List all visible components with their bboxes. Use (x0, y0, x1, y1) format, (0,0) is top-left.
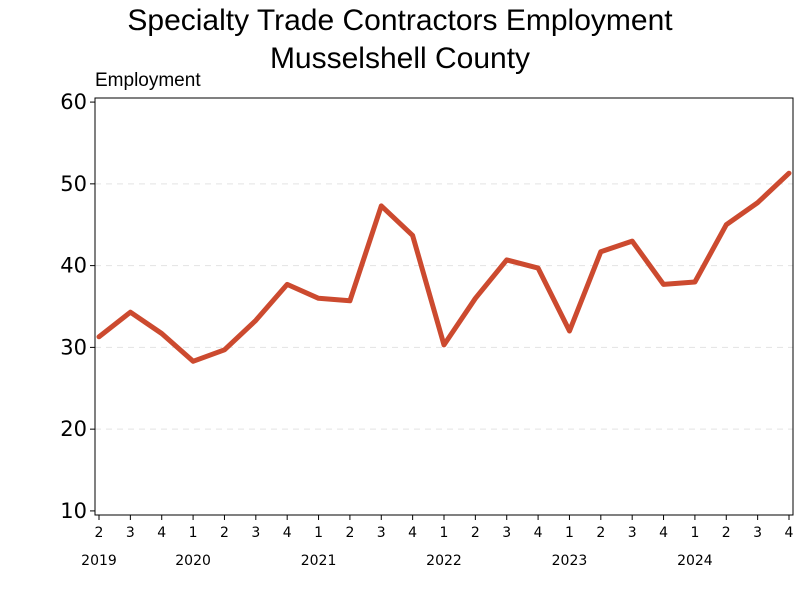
data-point (191, 359, 195, 363)
data-point (599, 250, 603, 254)
series-layer (96, 170, 792, 364)
x-tick-label: 2 (95, 525, 104, 541)
x-tick-label: 1 (690, 525, 699, 541)
data-point (693, 280, 697, 284)
data-point (348, 299, 352, 303)
chart-title-line-1: Specialty Trade Contractors Employment (127, 4, 673, 37)
year-label: 2023 (552, 553, 588, 569)
data-point (473, 296, 477, 300)
y-tick-label: 50 (60, 172, 87, 196)
x-tick-label: 4 (408, 525, 417, 541)
x-tick-label: 2 (345, 525, 354, 541)
data-point (97, 335, 101, 339)
x-tick-label: 4 (785, 525, 794, 541)
data-point (128, 310, 132, 314)
year-label: 2022 (426, 553, 462, 569)
data-point (317, 296, 321, 300)
y-tick-label: 40 (60, 254, 87, 278)
data-point (567, 329, 571, 333)
x-tick-label: 4 (659, 525, 668, 541)
data-point (379, 204, 383, 208)
grid-lines (95, 183, 793, 430)
year-label: 2021 (301, 553, 337, 569)
y-axis: 10 20 30 40 50 60 (60, 90, 95, 523)
data-point (536, 266, 540, 270)
x-tick-label: 3 (502, 525, 511, 541)
x-tick-label: 1 (440, 525, 449, 541)
data-point (505, 258, 509, 262)
x-tick-label: 2 (596, 525, 605, 541)
data-point (442, 343, 446, 347)
x-tick-label: 2 (220, 525, 229, 541)
y-tick-label: 20 (60, 417, 87, 441)
x-tick-label: 3 (628, 525, 637, 541)
chart-title-line-2: Musselshell County (270, 42, 530, 75)
data-point (160, 331, 164, 335)
x-tick-label: 1 (189, 525, 198, 541)
data-point (630, 239, 634, 243)
x-axis: 2 3 4 1 2 3 4 1 2 3 4 1 2 3 4 1 2 3 4 1 2 3 4 (95, 515, 794, 541)
data-point (756, 201, 760, 205)
y-axis-label: Employment (95, 70, 201, 91)
x-tick-label: 3 (377, 525, 386, 541)
x-tick-label: 4 (534, 525, 543, 541)
x-tick-label: 3 (126, 525, 135, 541)
data-point (662, 282, 666, 286)
x-tick-label: 1 (565, 525, 574, 541)
y-tick-label: 60 (60, 90, 87, 114)
y-tick-label: 30 (60, 335, 87, 359)
data-point (285, 282, 289, 286)
x-tick-label: 3 (251, 525, 260, 541)
data-point (787, 171, 791, 175)
y-tick-label: 10 (60, 499, 87, 523)
year-label: 2019 (81, 553, 117, 569)
series-line (96, 170, 792, 364)
x-tick-label: 4 (157, 525, 166, 541)
year-label: 2020 (175, 553, 211, 569)
data-point (222, 348, 226, 352)
plot-area-frame (94, 97, 794, 516)
x-tick-label: 1 (314, 525, 323, 541)
data-point (724, 223, 728, 227)
data-point (411, 233, 415, 237)
year-label: 2024 (677, 553, 713, 569)
year-labels: 2019 2020 2021 2022 2023 2024 (81, 553, 713, 569)
x-tick-label: 2 (471, 525, 480, 541)
x-tick-label: 4 (283, 525, 292, 541)
data-point (254, 318, 258, 322)
x-tick-label: 2 (722, 525, 731, 541)
x-tick-label: 3 (753, 525, 762, 541)
